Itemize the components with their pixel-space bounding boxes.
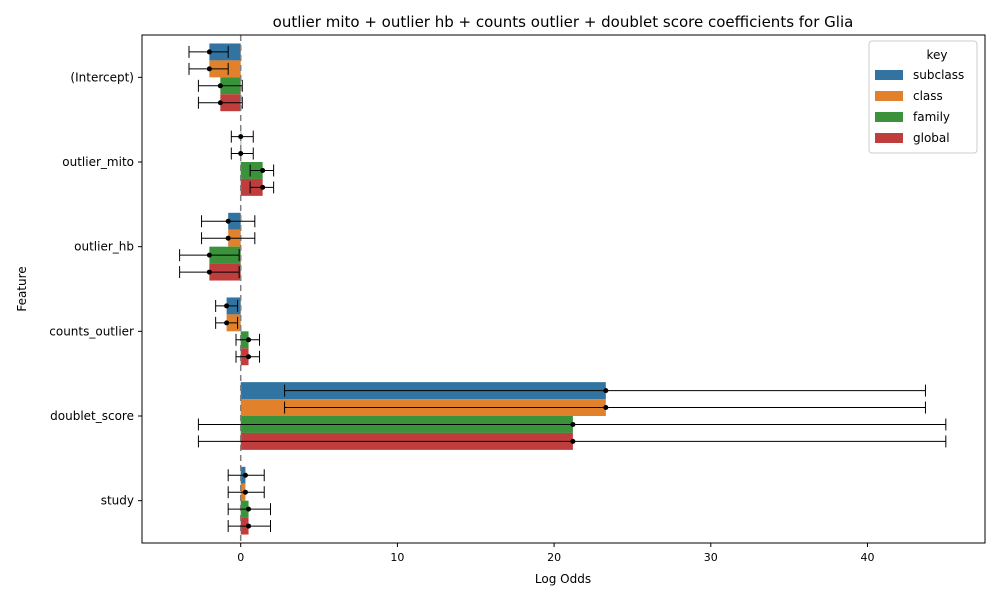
legend-label-global: global — [913, 131, 950, 145]
point-estimate — [603, 405, 609, 411]
point-estimate — [206, 49, 212, 55]
legend-swatch-class — [875, 91, 903, 101]
x-tick-label: 10 — [390, 551, 404, 564]
legend-box — [868, 40, 978, 154]
legend-swatch-global — [875, 133, 903, 143]
legend-label-class: class — [913, 89, 943, 103]
x-tick-label: 30 — [704, 551, 718, 564]
point-estimate — [570, 421, 576, 427]
point-estimate — [206, 66, 212, 72]
point-estimate — [603, 388, 609, 394]
plot-area — [179, 35, 947, 543]
x-tick-label: 40 — [860, 551, 874, 564]
point-estimate — [217, 100, 223, 106]
y-axis-label: Feature — [15, 266, 29, 311]
point-estimate — [224, 303, 230, 309]
point-estimate — [238, 151, 244, 157]
point-estimate — [217, 83, 223, 89]
point-estimate — [260, 167, 266, 173]
legend-label-subclass: subclass — [913, 68, 964, 82]
point-estimate — [238, 134, 244, 140]
legend-label-family: family — [913, 110, 950, 124]
legend-swatch-family — [875, 112, 903, 122]
point-estimate — [206, 269, 212, 275]
y-tick-label: outlier_mito — [62, 155, 134, 169]
x-tick-label: 0 — [237, 551, 244, 564]
point-estimate — [225, 218, 231, 224]
point-estimate — [246, 354, 252, 360]
chart-title: outlier mito + outlier hb + counts outli… — [273, 13, 854, 31]
y-tick-label: counts_outlier — [49, 324, 134, 338]
legend-title: key — [926, 48, 947, 62]
point-estimate — [246, 523, 252, 529]
point-estimate — [246, 506, 252, 512]
y-tick-label: (Intercept) — [70, 70, 134, 84]
y-tick-label: study — [101, 494, 134, 508]
point-estimate — [242, 489, 248, 495]
point-estimate — [570, 438, 576, 444]
plot-frame — [141, 34, 986, 544]
point-estimate — [260, 184, 266, 190]
legend-swatch-subclass — [875, 70, 903, 80]
point-estimate — [246, 337, 252, 343]
point-estimate — [242, 472, 248, 478]
x-axis-label: Log Odds — [535, 572, 591, 586]
legend: key subclass class family global — [868, 40, 978, 154]
x-tick-label: 20 — [547, 551, 561, 564]
point-estimate — [224, 320, 230, 326]
point-estimate — [206, 252, 212, 258]
y-tick-label: outlier_hb — [74, 240, 134, 254]
y-tick-label: doublet_score — [50, 409, 134, 423]
point-estimate — [225, 235, 231, 241]
